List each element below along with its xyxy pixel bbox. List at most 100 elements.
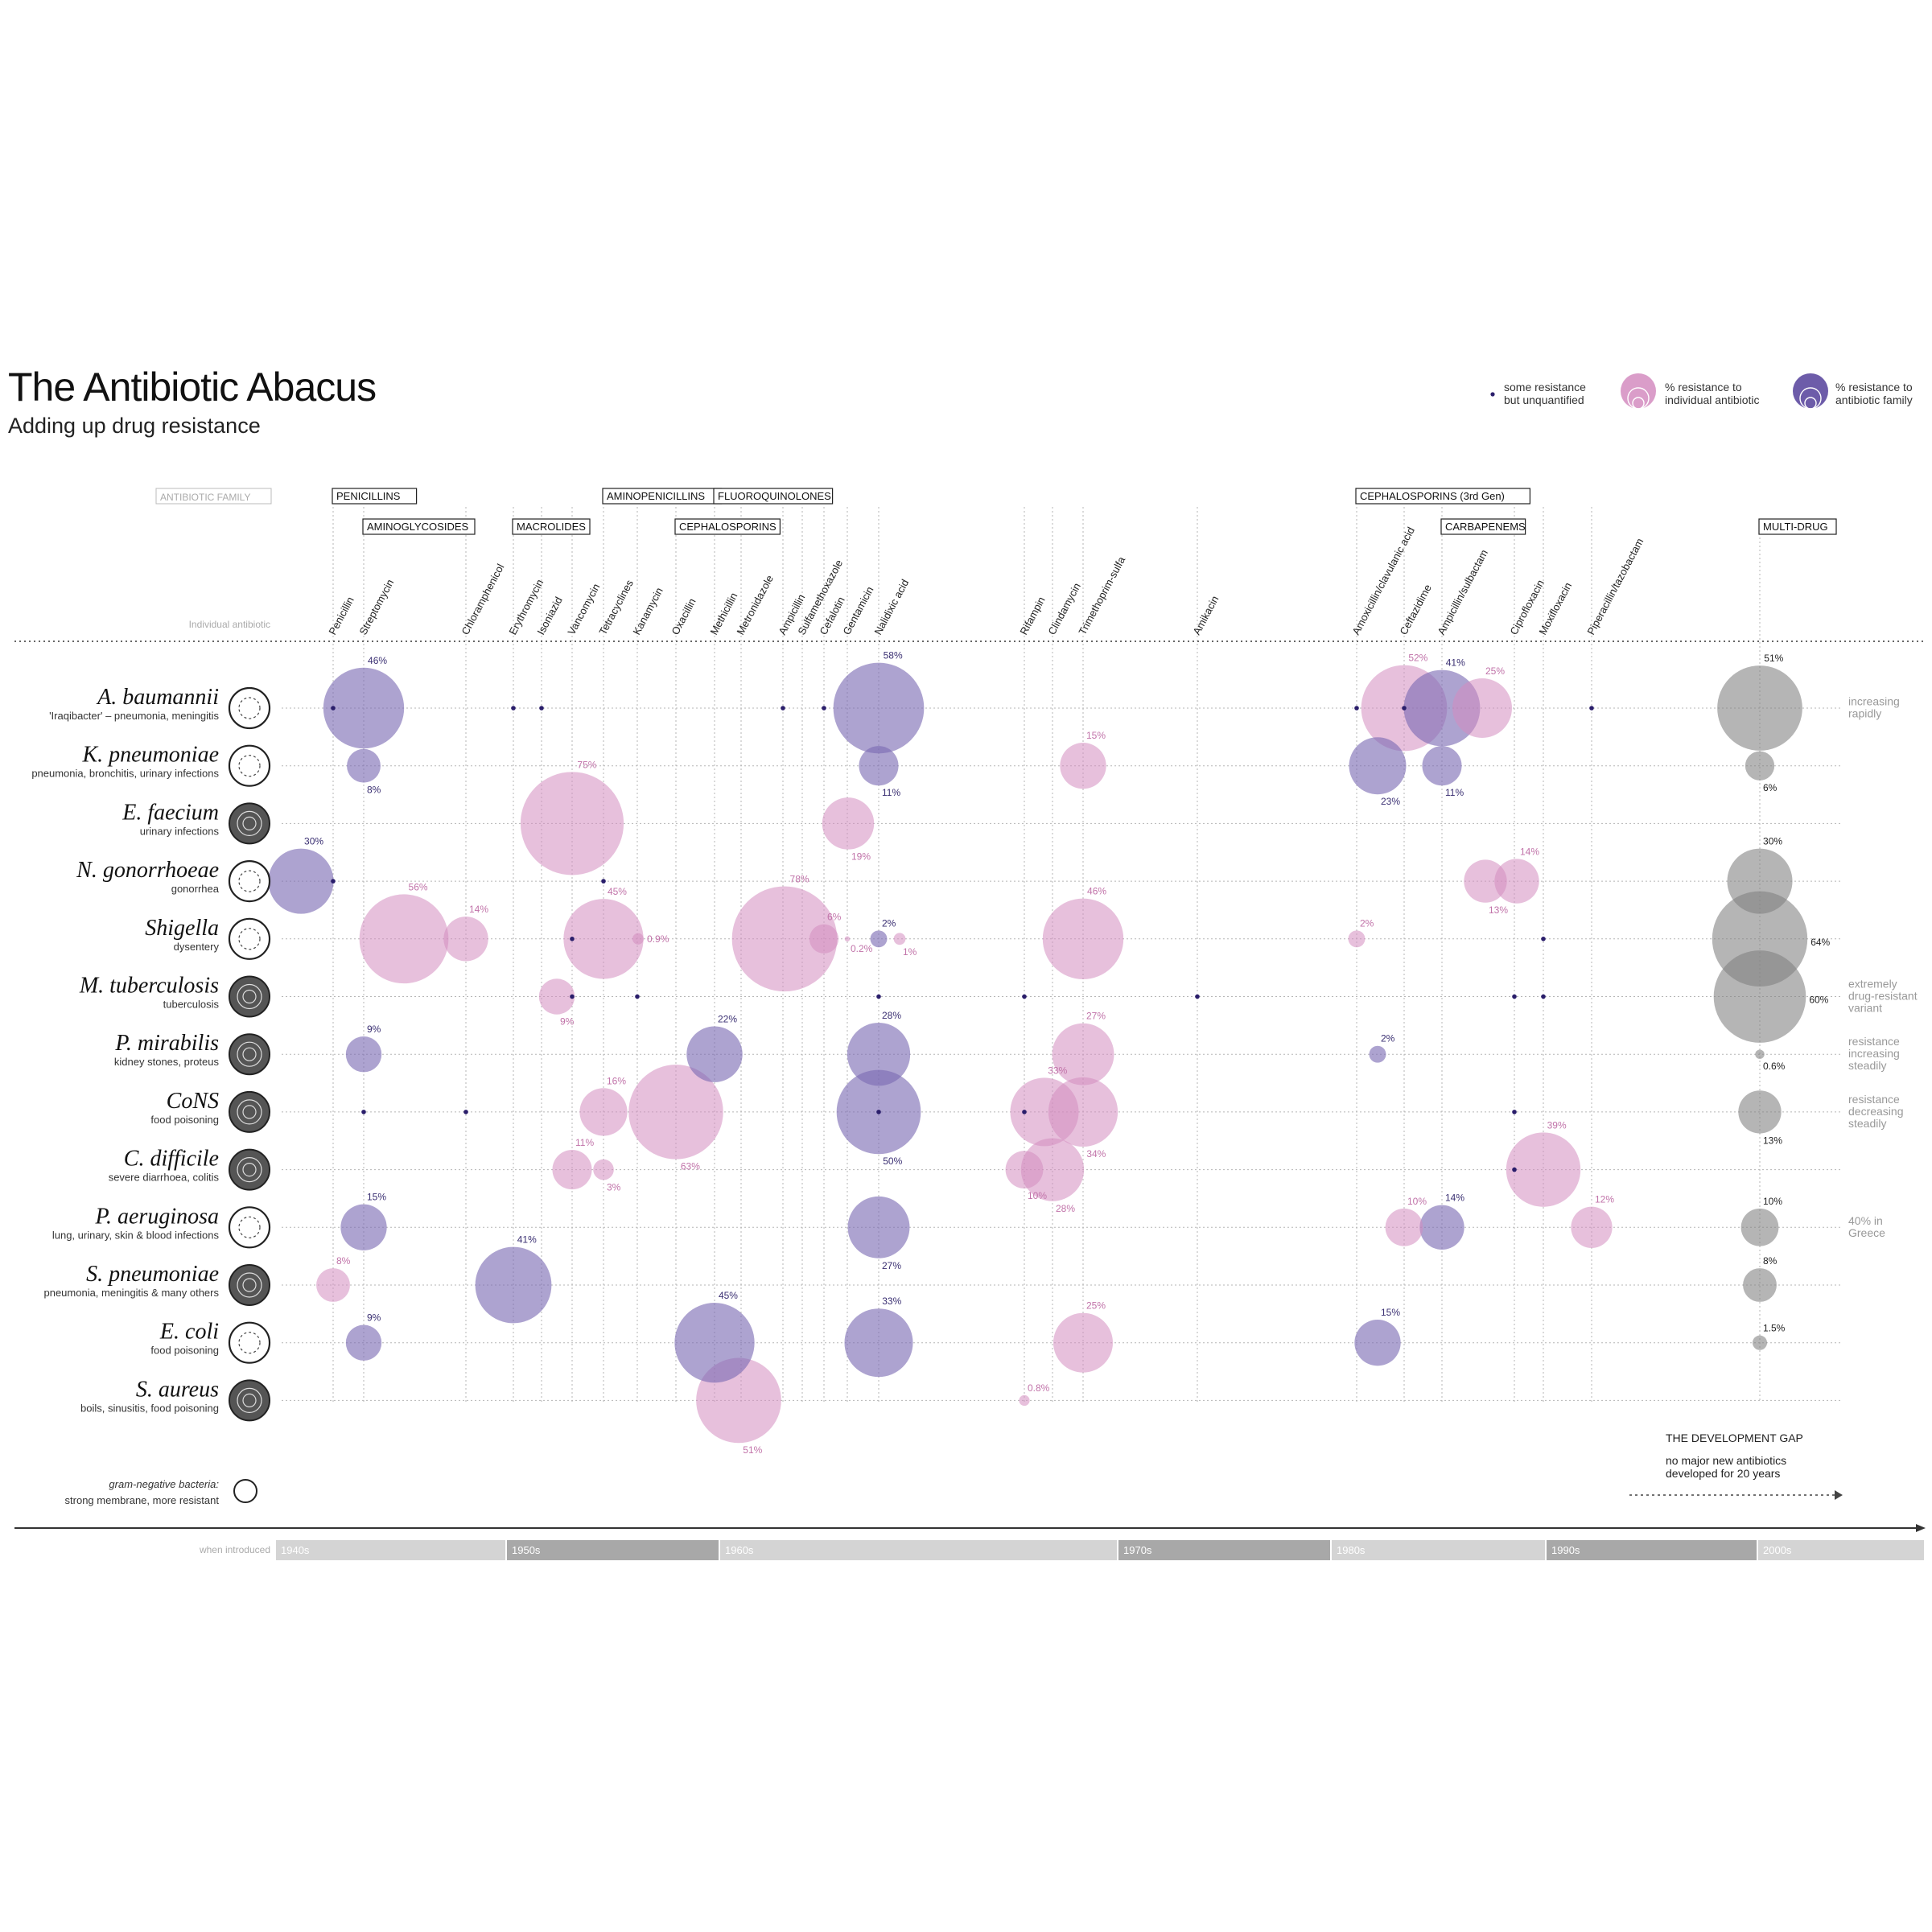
bubble-family <box>847 1023 911 1086</box>
bubble-value-label: 78% <box>790 873 809 884</box>
bubble-value-label: 51% <box>1764 653 1783 664</box>
bubble-value-label: 30% <box>304 836 323 847</box>
antibiotic-label: Nalidixic acid <box>871 577 911 636</box>
bubble-family <box>844 1308 913 1378</box>
family-box <box>1758 518 1837 535</box>
row-note: extremely <box>1848 978 1897 991</box>
unquantified-dot <box>1195 994 1200 999</box>
individual-header-label: Individual antibiotic <box>189 619 270 630</box>
unquantified-dot <box>1022 1110 1027 1114</box>
bubble-value-label: 45% <box>719 1290 738 1301</box>
bubble-individual <box>809 924 839 954</box>
bubble-value-label: 75% <box>577 759 596 770</box>
bacterium-desc: severe diarrhoea, colitis <box>109 1172 220 1184</box>
bubble-family <box>475 1246 552 1324</box>
bubble-value-label: 8% <box>367 785 381 796</box>
bacterium-name: P. aeruginosa <box>95 1204 220 1229</box>
antibiotic-label: Oxacillin <box>669 596 698 636</box>
family-box <box>1355 488 1530 505</box>
gram-negative-desc: strong membrane, more resistant <box>65 1494 220 1506</box>
when-introduced-label: when introduced <box>199 1544 270 1555</box>
family-label: AMINOPENICILLINS <box>607 490 705 502</box>
antibiotic-label: Chloramphenicol <box>459 562 506 636</box>
family-box <box>362 518 476 535</box>
bubble-individual <box>579 1088 628 1136</box>
bubble-family <box>859 746 899 786</box>
bubble-individual <box>1348 930 1366 948</box>
bubble-family <box>833 662 925 754</box>
bubble-value-label: 0.2% <box>851 943 873 954</box>
legend-family-icon <box>1793 373 1828 410</box>
bubble-value-label: 2% <box>1381 1033 1395 1044</box>
bacterium-name: E. faecium <box>122 800 219 825</box>
bubble-value-label: 63% <box>681 1161 700 1172</box>
bubble-individual <box>1052 1023 1114 1085</box>
antibiotic-label: Piperacillin/tazobactam <box>1584 536 1646 636</box>
decade-label: 1980s <box>1337 1544 1366 1556</box>
bubble-value-label: 1% <box>903 946 917 958</box>
bacterium-desc: food poisoning <box>150 1345 219 1357</box>
gram-negative-label: gram-negative bacteria: <box>109 1478 219 1490</box>
unquantified-dot <box>331 706 336 711</box>
bacterium-icon <box>229 1264 270 1306</box>
bubble-individual <box>1020 1138 1085 1201</box>
row-note: steadily <box>1848 1117 1886 1130</box>
bubble-value-label: 50% <box>883 1155 902 1167</box>
bacterium-desc: kidney stones, proteus <box>114 1056 220 1068</box>
legend-family-line1: % resistance to <box>1835 381 1913 393</box>
decade-segment <box>276 1540 505 1560</box>
timeline-arrow-icon <box>1916 1524 1926 1532</box>
family-box <box>512 518 591 535</box>
bubble-value-label: 27% <box>882 1260 901 1271</box>
unquantified-dot <box>876 1110 881 1114</box>
family-label: CARBAPENEMS <box>1445 521 1526 533</box>
development-gap-line2: developed for 20 years <box>1666 1467 1780 1480</box>
bubble-family <box>268 848 334 914</box>
bubble-value-label: 16% <box>607 1075 626 1086</box>
bubble-value-label: 64% <box>1810 937 1830 948</box>
bubble-family <box>1354 1320 1401 1366</box>
gram-negative-legend-icon <box>233 1479 257 1503</box>
decade-label: 1990s <box>1551 1544 1580 1556</box>
bubble-value-label: 56% <box>409 881 428 892</box>
bubble-value-label: 41% <box>1446 657 1465 669</box>
family-label: FLUOROQUINOLONES <box>718 490 831 502</box>
bubble-value-label: 60% <box>1809 995 1828 1006</box>
bubble-individual <box>1005 1151 1044 1189</box>
bubble-value-label: 1.5% <box>1763 1323 1786 1334</box>
bubble-family <box>345 1036 382 1073</box>
unquantified-dot <box>1589 706 1594 711</box>
bubble-individual <box>1385 1208 1423 1246</box>
legend-individual-line2: individual antibiotic <box>1665 393 1760 406</box>
bubble-value-label: 46% <box>368 655 387 666</box>
bubble-value-label: 33% <box>1048 1065 1067 1076</box>
bubble-value-label: 11% <box>575 1137 594 1148</box>
bubble-value-label: 25% <box>1485 665 1505 677</box>
decade-bar: 1940s 1950s 1960s 1970s 1980s 1990s 2000s <box>276 1540 1924 1560</box>
family-box <box>713 488 834 505</box>
bubble-multidrug <box>1727 848 1793 914</box>
bacterium-name: K. pneumoniae <box>81 743 219 768</box>
bacterium-desc: tuberculosis <box>163 999 220 1011</box>
bubble-value-label: 10% <box>1763 1196 1782 1207</box>
bubble-value-label: 52% <box>1408 653 1427 664</box>
decade-segment <box>1118 1540 1330 1560</box>
decade-segment <box>1332 1540 1545 1560</box>
bubble-individual <box>844 936 851 942</box>
bubble-individual <box>1571 1206 1613 1248</box>
bubble-value-label: 8% <box>1763 1255 1778 1267</box>
row-note: resistance <box>1848 1093 1900 1106</box>
bubble-value-label: 9% <box>367 1024 381 1035</box>
bacterium-icon <box>229 1090 270 1133</box>
bacterium-name: A. baumannii <box>96 685 219 710</box>
family-header-label: ANTIBIOTIC FAMILY <box>160 492 250 503</box>
antibiotic-label: Kanamycin <box>630 586 665 637</box>
bacterium-name: P. mirabilis <box>114 1031 219 1056</box>
bubble-value-label: 11% <box>1445 787 1464 798</box>
family-label: PENICILLINS <box>336 490 401 502</box>
bubble-value-label: 0.6% <box>1763 1061 1786 1072</box>
bacterium-icon <box>229 1379 270 1422</box>
bubble-individual <box>1452 678 1512 738</box>
bubble-family <box>1349 737 1407 795</box>
bubble-value-label: 9% <box>560 1016 575 1028</box>
